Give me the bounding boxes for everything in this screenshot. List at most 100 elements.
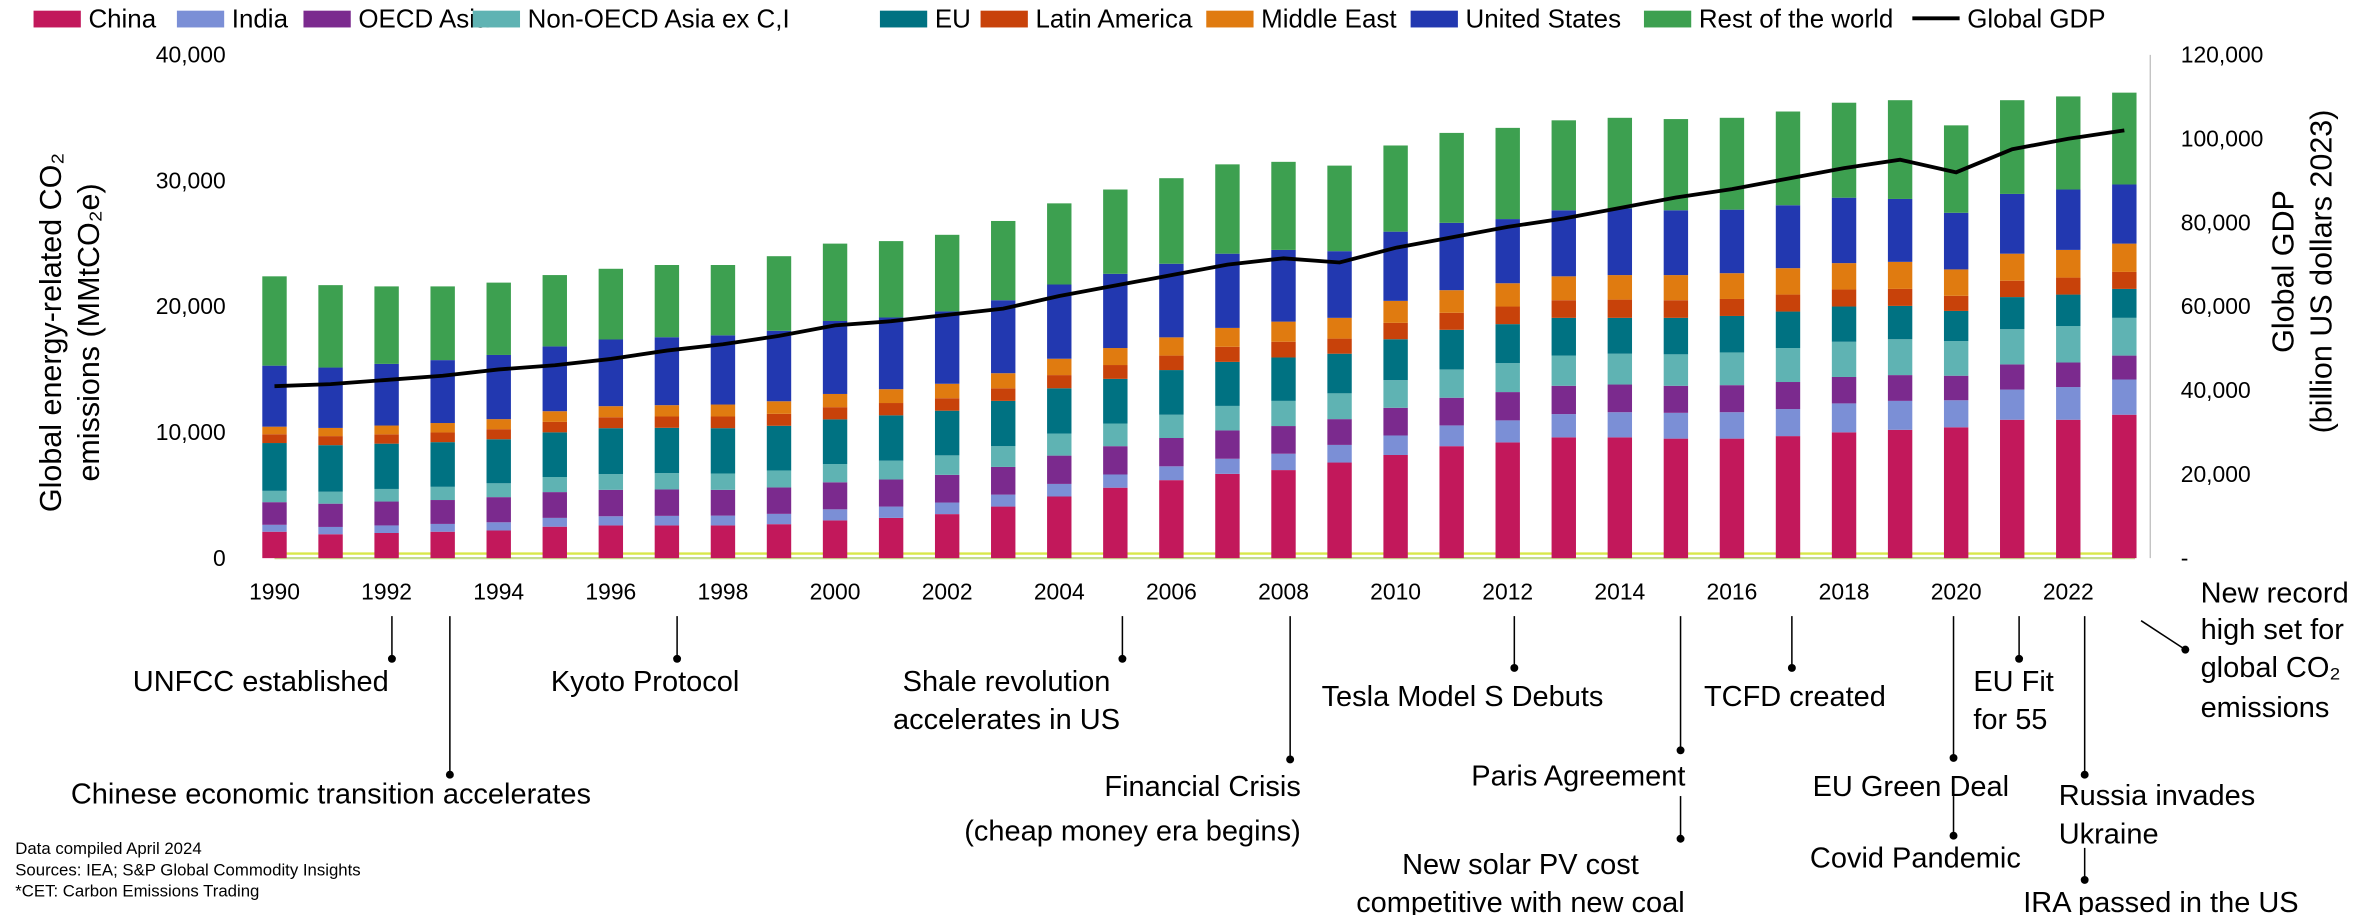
bar-segment (1383, 300, 1408, 323)
x-tick-label: 1992 (361, 578, 412, 604)
bar-segment (262, 531, 287, 559)
bar-segment (1607, 275, 1633, 300)
bar-segment (1719, 438, 1745, 559)
bar-segment (878, 403, 904, 416)
bar-segment (654, 489, 680, 516)
bar-segment (1663, 354, 1689, 386)
bar-segment (991, 494, 1016, 507)
bar-segment (1271, 161, 1296, 250)
bar-segment (2056, 387, 2081, 420)
bar-segment (1775, 348, 1801, 383)
bar-segment (1887, 288, 1913, 306)
bar-segment (1887, 100, 1913, 199)
legend-swatch (472, 10, 521, 28)
bar-segment (710, 515, 736, 526)
annotation: New record (2201, 577, 2349, 609)
bar-segment (1327, 444, 1352, 463)
annotation-dot (1118, 654, 1127, 663)
bar-segment (2112, 92, 2137, 185)
bar-segment (2112, 271, 2137, 289)
bar-segment (1775, 205, 1801, 269)
legend-swatch (879, 10, 928, 28)
bar-segment (2112, 379, 2137, 415)
bar-segment (710, 428, 736, 474)
legend-label: Middle East (1261, 5, 1397, 33)
legend-swatch (1643, 10, 1692, 28)
bar-segment (2112, 184, 2137, 244)
bar-segment (1943, 310, 1969, 342)
bar-segment (1159, 178, 1184, 264)
bar-segment (766, 330, 792, 402)
bar-segment (2112, 243, 2137, 272)
bar-segment (2000, 419, 2025, 559)
bar-segment (1775, 409, 1801, 437)
bar-segment (486, 282, 511, 355)
bar-segment (262, 502, 287, 525)
bar-segment (486, 354, 511, 420)
bar-segment (318, 436, 343, 446)
y2-axis-title: (billion US dollars 2023) (2305, 110, 2339, 434)
bar-segment (262, 443, 287, 491)
bar-segment (934, 474, 960, 503)
x-tick-label: 1996 (585, 578, 636, 604)
bar-segment (2000, 329, 2025, 365)
bar-segment (2056, 277, 2081, 295)
annotation: Covid Pandemic (1810, 843, 2021, 875)
bar-segment (1495, 127, 1520, 220)
bar-segment (1047, 388, 1072, 434)
x-tick-label: 2010 (1370, 578, 1421, 604)
bar-segment (1887, 429, 1913, 559)
bar-segment (1775, 436, 1801, 559)
bar-segment (542, 346, 567, 412)
bar-segment (1103, 378, 1128, 424)
bar-segment (878, 241, 904, 318)
bar-segment (318, 491, 343, 504)
bar-segment (1551, 317, 1576, 356)
bar-segment (1215, 458, 1240, 474)
bar-segment (1943, 212, 1969, 270)
bar-segment (1159, 437, 1184, 467)
bar-segment (2112, 288, 2137, 318)
bar-segment (1159, 466, 1184, 481)
bar-segment (1551, 437, 1576, 559)
bar-segment (766, 513, 792, 525)
bar-segment (1831, 376, 1857, 404)
annotation: Shale revolution (903, 666, 1111, 698)
bar-segment (1047, 496, 1072, 559)
bar-segment (318, 285, 343, 368)
bar-segment (1383, 231, 1408, 301)
bar-segment (1439, 222, 1464, 291)
bar-segment (1383, 339, 1408, 381)
bar-segment (934, 410, 960, 456)
bar-segment (654, 416, 680, 428)
bar-segment (1663, 300, 1689, 318)
bar-segment (1719, 298, 1745, 316)
bar-segment (1439, 397, 1464, 426)
annotation-dot (2015, 654, 2024, 663)
bar-segment (710, 473, 736, 490)
bar-segment (2056, 249, 2081, 278)
bar-segment (934, 455, 960, 475)
bar-segment (934, 398, 960, 411)
y2-tick-label: 80,000 (2181, 209, 2251, 235)
annotation: Tesla Model S Debuts (1322, 681, 1604, 713)
bar-segment (878, 460, 904, 480)
bar-segment (486, 419, 511, 430)
bar-segment (2112, 355, 2137, 380)
bar-segment (2000, 297, 2025, 330)
bar-segment (1831, 263, 1857, 290)
bar-segment (1047, 358, 1072, 376)
annotation: competitive with new coal (1356, 887, 1684, 915)
annotation-dot (2080, 770, 2089, 779)
bar-segment (822, 320, 848, 394)
y2-tick-label: - (2181, 545, 2189, 571)
bar-segment (2000, 364, 2025, 390)
annotation: for 55 (1973, 704, 2047, 736)
y2-tick-label: 40,000 (2181, 377, 2251, 403)
bar-segment (878, 415, 904, 461)
annotation: New solar PV cost (1402, 849, 1639, 881)
annotation-dot (1676, 834, 1685, 843)
bar-segment (1103, 474, 1128, 488)
bar-segment (430, 423, 455, 433)
bar-segment (1047, 483, 1072, 497)
